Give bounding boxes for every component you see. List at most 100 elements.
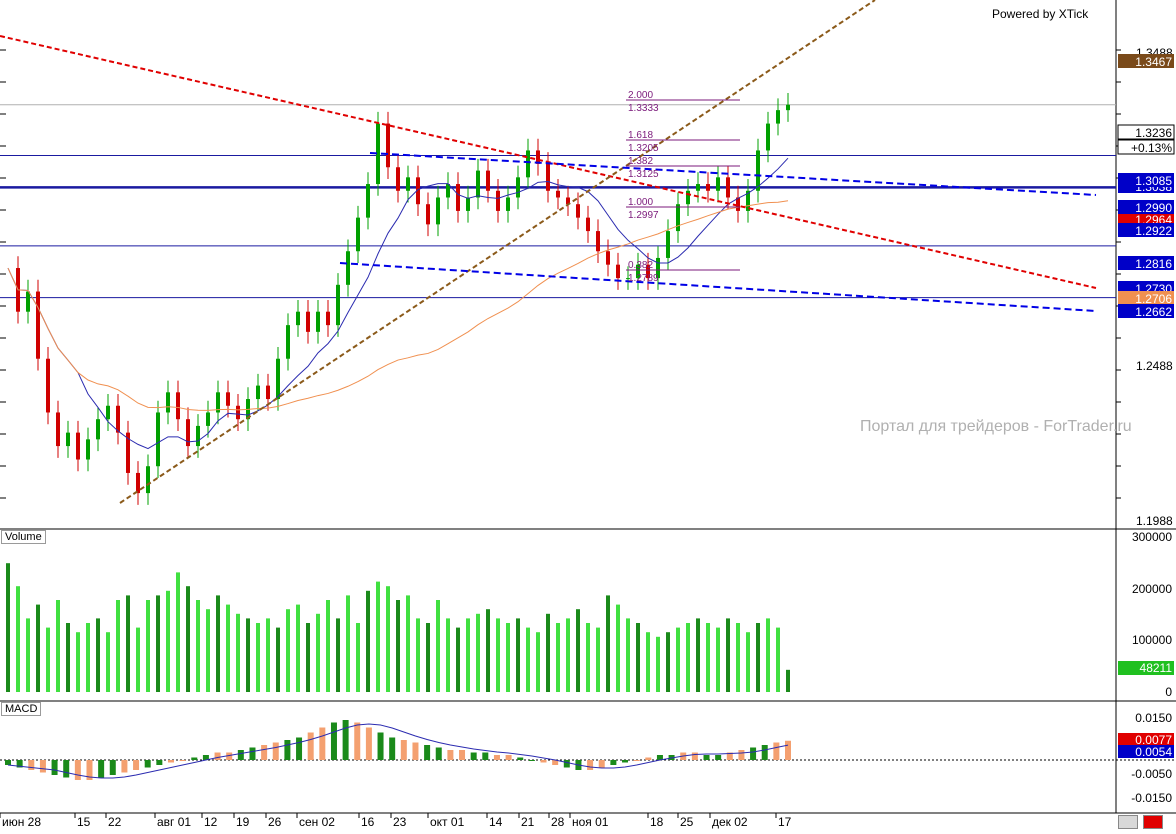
candle — [156, 400, 160, 478]
candle — [226, 380, 230, 418]
candle — [166, 380, 170, 425]
macd-bar — [191, 757, 198, 760]
macd-bar — [528, 760, 535, 761]
candle — [126, 420, 130, 485]
time-axis-label: 18 — [650, 815, 664, 829]
uptrend-line — [119, 0, 876, 504]
candle — [746, 179, 750, 223]
fibonacci-level: 2.000 1.3333 — [626, 90, 740, 114]
candle-body — [606, 251, 610, 265]
channel-upper-line — [369, 152, 1097, 196]
volume-bar — [286, 609, 290, 692]
fibonacci-ratio-label: 2.000 — [628, 90, 653, 101]
price-badge: 1.3085 — [1118, 173, 1174, 188]
candle — [666, 219, 670, 270]
volume-bar — [516, 618, 520, 692]
volume-bar — [156, 595, 160, 692]
macd-badge-label: 0.0054 — [1135, 745, 1172, 759]
macd-bar — [5, 760, 11, 765]
volume-bar — [546, 613, 550, 692]
candle — [276, 346, 280, 411]
macd-tick-label: 0.0150 — [1135, 711, 1172, 725]
candle-body — [46, 358, 50, 413]
macd-bar — [319, 727, 326, 760]
candle-body — [756, 150, 760, 191]
candle-body — [406, 177, 410, 191]
volume-panel-title: Volume — [1, 530, 46, 544]
candle — [456, 172, 460, 223]
price-badge-label: 1.3085 — [1135, 174, 1172, 188]
macd-bar — [272, 742, 279, 760]
candle — [466, 185, 470, 223]
fibonacci-price-label: 1.2997 — [628, 210, 659, 221]
volume-bar — [326, 600, 330, 692]
channel-lower-line — [339, 262, 1097, 312]
candle — [56, 400, 60, 458]
candle — [256, 373, 260, 411]
candle — [296, 299, 300, 337]
candle-body — [436, 197, 440, 225]
candle-body — [176, 392, 180, 420]
volume-last-label: 48211 — [1140, 661, 1173, 675]
time-axis-label: 22 — [108, 815, 122, 829]
volume-bar — [356, 623, 360, 692]
volume-bar — [766, 618, 770, 692]
macd-bar — [750, 747, 757, 760]
fibonacci-price-label: 1.3333 — [628, 103, 659, 114]
volume-bar — [246, 618, 250, 692]
volume-bar — [96, 618, 100, 692]
volume-bar — [386, 586, 390, 692]
candle — [556, 179, 560, 210]
fibonacci-price-label: 1.3205 — [628, 143, 659, 154]
powered-by-label: Powered by XTick — [992, 7, 1089, 21]
price-badge: 1.3236 — [1117, 124, 1175, 140]
volume-bar — [116, 600, 120, 692]
link-icon[interactable] — [1118, 815, 1138, 829]
candle-body — [726, 177, 730, 198]
candle — [676, 192, 680, 243]
candle — [426, 192, 430, 237]
candle-body — [626, 278, 630, 280]
volume-bar — [776, 627, 780, 692]
macd-bar — [86, 760, 93, 780]
volume-bar — [136, 627, 140, 692]
fibonacci-ratio-label: 1.618 — [628, 130, 653, 141]
candle — [26, 279, 30, 324]
macd-tick-label: -0.0150 — [1131, 791, 1172, 805]
volume-bar — [716, 627, 720, 692]
candle — [646, 252, 650, 290]
fibonacci-ratio-label: 1.382 — [628, 156, 653, 167]
macd-bar — [691, 752, 698, 760]
candle-body — [376, 123, 380, 185]
candle — [596, 219, 600, 263]
candle-body — [506, 197, 510, 211]
macd-bar — [703, 755, 710, 760]
candle-body — [116, 405, 120, 433]
macd-bar — [342, 720, 349, 760]
volume-bar — [476, 613, 480, 692]
candle — [536, 138, 540, 176]
volume-bar — [736, 623, 740, 692]
time-axis-label: 19 — [236, 815, 250, 829]
price-badge-box — [1118, 291, 1174, 305]
time-axis-label: 16 — [361, 815, 375, 829]
candle-body — [286, 325, 290, 359]
macd-bar — [121, 760, 128, 773]
volume-bar — [446, 618, 450, 692]
candle-body — [346, 251, 350, 285]
volume-bar — [466, 618, 470, 692]
volume-bar — [746, 632, 750, 692]
candle-body — [296, 311, 300, 326]
macd-bar — [389, 737, 396, 760]
price-badge: 1.2706 — [1118, 291, 1174, 306]
candle-body — [766, 123, 770, 151]
macd-bar — [98, 760, 105, 778]
candle — [66, 420, 70, 458]
exit-icon[interactable] — [1143, 815, 1163, 829]
candle — [526, 138, 530, 190]
volume-bar — [16, 586, 20, 692]
candle — [96, 407, 100, 452]
candle — [36, 279, 40, 371]
candle — [176, 380, 180, 431]
